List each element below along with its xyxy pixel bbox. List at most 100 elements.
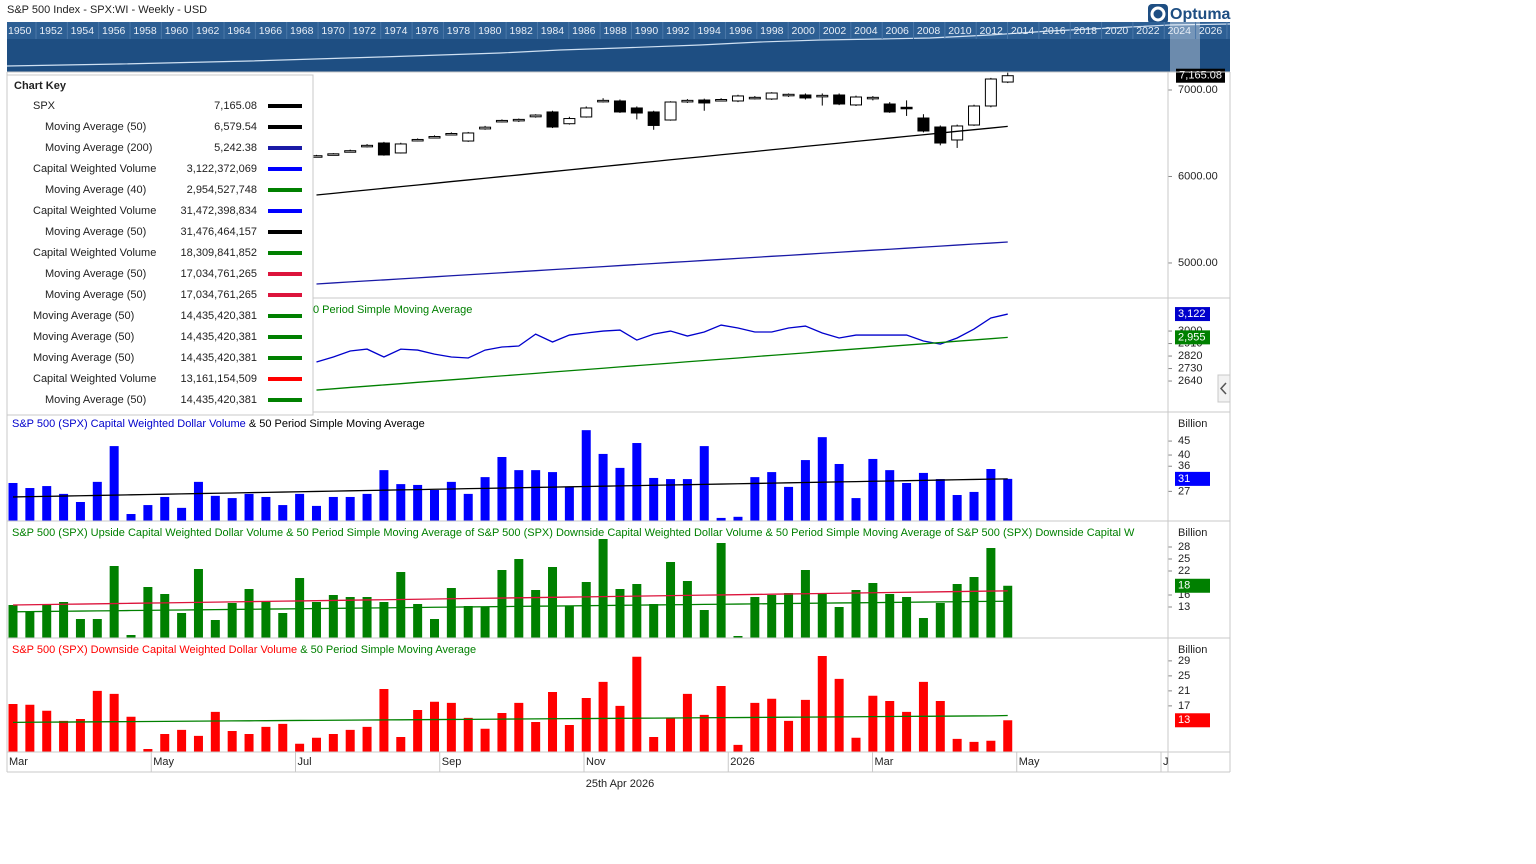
volume-bar — [210, 620, 220, 638]
key-name: Capital Weighted Volume — [33, 205, 156, 217]
volume-bar — [598, 539, 608, 638]
panel: S&P 500 (SPX) Downside Capital Weighted … — [8, 644, 1013, 752]
volume-bar — [885, 701, 895, 752]
candle-down — [917, 117, 930, 132]
volume-bar — [615, 589, 625, 638]
key-value: 31,472,398,834 — [181, 205, 257, 217]
volume-bar — [531, 590, 541, 638]
candle-down — [934, 126, 947, 144]
key-name: Moving Average (50) — [45, 289, 146, 301]
volume-bar — [868, 458, 878, 521]
overview-year: 2012 — [980, 25, 1004, 37]
volume-bar — [463, 717, 473, 752]
volume-bar — [59, 602, 69, 638]
volume-bar — [75, 619, 85, 638]
key-name: Moving Average (50) — [45, 394, 146, 406]
volume-bar — [581, 582, 591, 638]
candle-up — [445, 132, 458, 136]
panel-title: S&P 500 (SPX) Downside Capital Weighted … — [12, 644, 476, 656]
volume-bar — [1003, 585, 1013, 638]
volume-bar — [716, 686, 726, 752]
optuma-logo[interactable]: Optuma — [1148, 4, 1231, 24]
volume-bar — [109, 693, 119, 752]
indicator-line — [316, 125, 1008, 196]
plot-area: 5000.00 6000.00 7000.00 7,165.08 0 Period Si… — [8, 68, 1225, 752]
volume-bar — [261, 726, 271, 752]
volume-bar — [177, 613, 187, 638]
volume-bar — [581, 698, 591, 752]
chart-key-background — [6, 74, 314, 416]
volume-bar — [834, 607, 844, 638]
candle-up — [563, 118, 576, 125]
time-label: 2026 — [730, 756, 754, 768]
candle-up — [748, 96, 761, 100]
overview-year: 1998 — [760, 25, 784, 37]
overview-year: 2020 — [1105, 25, 1129, 37]
volume-bar — [784, 720, 794, 752]
overview-selection[interactable] — [1170, 22, 1200, 72]
key-value: 14,435,420,381 — [181, 331, 257, 343]
key-value: 2,954,527,748 — [187, 184, 257, 196]
volume-bar — [733, 636, 743, 638]
indicator-line — [316, 241, 1008, 285]
panel — [310, 72, 1014, 285]
panel: 0 Period Simple Moving Average — [313, 304, 1008, 391]
volume-bar — [682, 581, 692, 638]
volume-bar — [531, 722, 541, 752]
key-value: 13,161,154,509 — [181, 373, 257, 385]
key-name: Moving Average (200) — [45, 142, 152, 154]
volume-bar — [851, 590, 861, 638]
overview-year: 2024 — [1168, 25, 1192, 37]
panel-title: S&P 500 (SPX) Upside Capital Weighted Do… — [12, 527, 1135, 539]
y-tick-label: 40 — [1178, 449, 1190, 461]
overview-year: 2022 — [1136, 25, 1160, 37]
volume-bar — [564, 725, 574, 752]
volume-bar — [615, 467, 625, 521]
y-tick-label: 21 — [1178, 685, 1190, 697]
time-label: May — [1019, 756, 1040, 768]
volume-bar — [598, 453, 608, 521]
side-tab[interactable] — [1217, 374, 1231, 403]
overview-year: 1980 — [478, 25, 502, 37]
volume-bar — [969, 491, 979, 521]
volume-bar — [244, 734, 254, 752]
volume-bar — [784, 486, 794, 521]
candle-up — [664, 101, 677, 121]
volume-bar — [800, 460, 810, 521]
volume-bar — [733, 744, 743, 752]
volume-bar — [952, 495, 962, 521]
indicator-line — [316, 313, 1008, 363]
volume-bar — [160, 594, 170, 638]
overview-year: 1956 — [102, 25, 126, 37]
volume-bar — [666, 717, 676, 752]
overview-year: 2014 — [1011, 25, 1035, 37]
candle-up — [462, 132, 475, 142]
volume-bar — [396, 484, 406, 521]
key-value: 14,435,420,381 — [181, 310, 257, 322]
logo-ring — [1150, 6, 1166, 22]
collapse-tab[interactable] — [1217, 374, 1231, 403]
volume-bar — [986, 740, 996, 752]
candle-down — [883, 103, 896, 113]
volume-bar — [514, 559, 524, 638]
candle-up — [866, 96, 879, 100]
volume-bar — [986, 469, 996, 521]
volume-bar — [328, 734, 338, 752]
chart-header-title: S&P 500 Index - SPX:WI - Weekly - USD — [7, 4, 207, 16]
volume-bar — [480, 728, 490, 752]
volume-bar — [902, 482, 912, 521]
overview-year: 1962 — [196, 25, 220, 37]
overview-strip[interactable]: 1950 1952 1954 1956 1958 1960 1962 1964 1966 1968… — [6, 22, 1231, 72]
candle-up — [361, 144, 374, 148]
overview-year: 2000 — [792, 25, 816, 37]
y-tick-label: 45 — [1178, 435, 1190, 447]
key-name: Capital Weighted Volume — [33, 373, 156, 385]
chart-key[interactable]: Chart Key SPX 7,165.08 Moving Average (50)… — [6, 74, 314, 416]
volume-bar — [885, 594, 895, 638]
volume-bar — [261, 601, 271, 638]
volume-bar — [109, 566, 119, 638]
volume-bar — [834, 463, 844, 521]
volume-bar — [362, 726, 372, 752]
volume-bar — [430, 489, 439, 521]
